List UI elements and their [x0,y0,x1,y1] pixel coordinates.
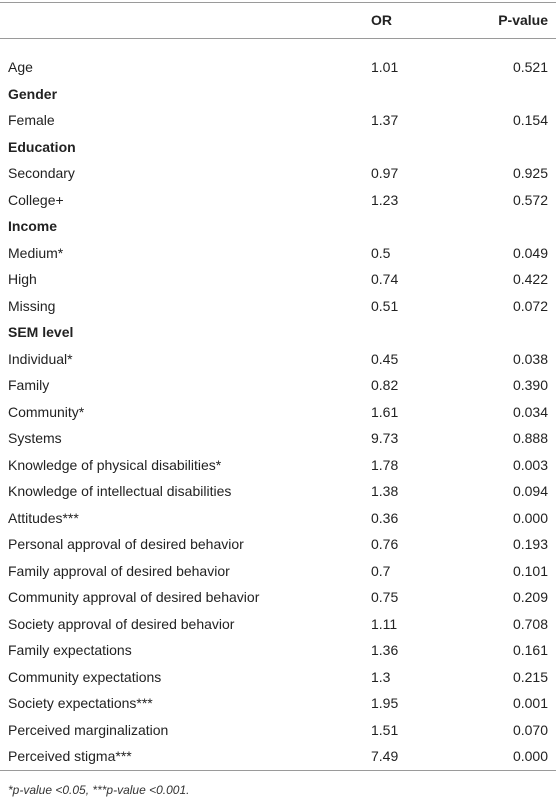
row-label: Attitudes*** [8,509,79,526]
p-value: 0.422 [512,271,548,287]
row-label: Medium* [8,244,64,261]
or-value: 9.73 [371,430,399,446]
row-label: Knowledge of intellectual disabilities [8,483,232,499]
or-value: 1.01 [371,59,399,75]
or-value: 7.49 [371,748,399,764]
p-value: 0.001 [512,695,548,711]
footnote: *p-value <0.05, ***p-value <0.001. [8,783,190,797]
p-value: 0.390 [512,377,548,393]
p-value: 0.215 [512,668,548,685]
or-value: 1.38 [371,483,399,499]
header-rule [0,38,556,39]
or-value: 1.37 [371,112,399,128]
p-value: 0.070 [512,721,548,738]
section-header: Gender [8,85,58,102]
p-value: 0.094 [512,483,548,499]
or-value: 0.97 [371,165,399,181]
row-label: Family approval of desired behavior [8,562,230,579]
p-value: 0.101 [512,562,548,579]
row-label: Knowledge of physical disabilities* [8,456,222,473]
p-value: 0.000 [512,748,548,764]
or-value: 1.78 [371,456,399,473]
row-label: Family [8,377,50,393]
section-header: Education [8,138,76,155]
p-value: 0.049 [512,244,548,261]
p-value: 0.193 [512,536,548,552]
or-value: 0.45 [371,350,399,367]
or-value: 0.7 [371,562,391,579]
section-header: Income [8,218,58,234]
bottom-rule [0,770,556,771]
row-label: Family expectations [8,642,132,658]
p-value: 0.925 [512,165,548,181]
row-label: Secondary [8,165,75,181]
p-value: 0.072 [512,297,548,314]
p-value: 0.888 [512,430,548,446]
column-header: P-value [498,12,548,28]
or-value: 1.51 [371,721,399,738]
row-label: College+ [8,191,64,208]
p-value: 0.038 [512,350,548,367]
column-header: OR [371,12,392,28]
or-value: 1.11 [371,615,398,632]
p-value: 0.521 [512,59,548,75]
or-value: 1.61 [371,403,399,420]
top-rule [0,2,556,3]
p-value: 0.000 [512,509,548,526]
row-label: Perceived stigma*** [8,748,132,764]
section-header: SEM level [8,324,74,340]
or-value: 1.36 [371,642,399,658]
p-value: 0.154 [512,112,548,128]
or-value: 0.51 [371,297,399,314]
p-value: 0.572 [512,191,548,208]
p-value: 0.209 [512,589,548,605]
p-value: 0.034 [512,403,548,420]
or-value: 0.82 [371,377,399,393]
row-label: Society expectations*** [8,695,153,711]
row-label: Society approval of desired behavior [8,615,235,632]
row-label: Systems [8,430,62,446]
or-value: 0.75 [371,589,399,605]
or-value: 0.36 [371,509,399,526]
row-label: Age [8,59,33,75]
row-label: Community approval of desired behavior [8,589,260,605]
p-value: 0.708 [512,615,548,632]
row-label: Community* [8,403,85,420]
or-value: 1.95 [371,695,399,711]
p-value: 0.003 [512,456,548,473]
row-label: High [8,271,37,287]
or-value: 0.76 [371,536,399,552]
p-value: 0.161 [512,642,548,658]
row-label: Individual* [8,350,73,367]
or-value: 0.74 [371,271,399,287]
row-label: Community expectations [8,668,162,685]
or-value: 1.3 [371,668,391,685]
row-label: Perceived marginalization [8,721,169,738]
row-label: Personal approval of desired behavior [8,536,244,552]
or-value: 1.23 [371,191,399,208]
or-value: 0.5 [371,244,391,261]
row-label: Missing [8,297,56,314]
row-label: Female [8,112,55,128]
